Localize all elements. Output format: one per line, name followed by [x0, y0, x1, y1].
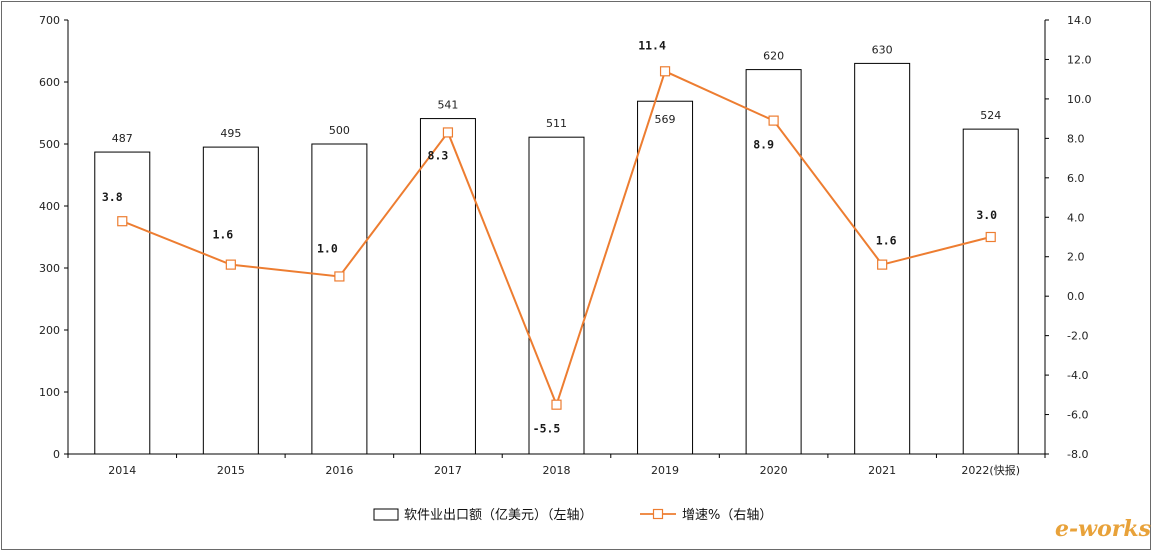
right-axis-tick-label: 14.0	[1067, 14, 1092, 27]
export-value-bar	[637, 100, 694, 455]
left-axis-tick-label: 0	[53, 448, 60, 461]
x-axis-category-label: 2014	[108, 464, 136, 477]
right-axis-tick-label: -2.0	[1067, 330, 1088, 343]
right-axis-tick-label: 6.0	[1067, 172, 1085, 185]
bar-value-label: 500	[329, 124, 350, 137]
right-axis-tick-label: -4.0	[1067, 369, 1088, 382]
legend-bar-swatch	[373, 508, 399, 521]
growth-value-label: 8.3	[428, 148, 449, 162]
x-axis-category-label: 2016	[325, 464, 353, 477]
export-value-bar	[94, 151, 151, 455]
bar-value-label: 569	[655, 113, 676, 126]
growth-point-marker	[225, 259, 236, 270]
growth-point-marker	[551, 399, 562, 410]
growth-point-marker	[442, 127, 454, 138]
right-axis-tick-label: 0.0	[1067, 290, 1085, 303]
x-axis-category-label: 2015	[217, 464, 245, 477]
growth-value-label: 3.0	[976, 208, 997, 222]
growth-value-label: 1.6	[212, 228, 233, 242]
bar-value-label: 524	[980, 109, 1001, 122]
x-axis-category-label: 2018	[543, 464, 571, 477]
export-value-bar	[854, 62, 911, 455]
bar-value-label: 495	[220, 127, 241, 140]
right-axis-tick-label: 4.0	[1067, 211, 1085, 224]
legend-line-marker	[652, 508, 664, 520]
left-axis-tick-label: 100	[39, 386, 60, 399]
left-axis-tick-label: 700	[39, 14, 60, 27]
growth-value-label: -5.5	[533, 422, 561, 436]
x-axis-category-label: 2017	[434, 464, 462, 477]
legend-line-label: 增速%（右轴）	[682, 508, 772, 523]
growth-value-label: 11.4	[638, 38, 666, 52]
left-axis-tick-label: 400	[39, 200, 60, 213]
bar-value-label: 511	[546, 117, 567, 130]
left-axis-tick-label: 600	[39, 76, 60, 89]
bar-value-label: 541	[437, 99, 458, 112]
growth-value-label: 8.9	[753, 138, 774, 152]
growth-line-series	[117, 66, 996, 410]
growth-point-marker	[768, 115, 779, 126]
left-axis-tick-label: 500	[39, 138, 60, 151]
growth-point-marker	[659, 66, 671, 77]
growth-value-label: 3.8	[102, 190, 123, 204]
left-axis-tick-label: 300	[39, 262, 60, 275]
growth-point-marker	[334, 271, 345, 282]
legend: 软件业出口额（亿美元）（左轴） 增速%（右轴）	[373, 508, 772, 523]
right-axis-tick-label: 10.0	[1067, 93, 1092, 106]
export-value-bar	[962, 128, 1019, 455]
x-axis-category-label: 2021	[868, 464, 896, 477]
right-axis-tick-label: 12.0	[1067, 53, 1092, 66]
export-value-bar	[202, 146, 259, 455]
bar-value-label: 620	[763, 50, 784, 63]
left-axis-tick-label: 200	[39, 324, 60, 337]
right-axis-tick-label: -8.0	[1067, 448, 1088, 461]
axes: 0 100 200 300 400 500 600 700 -8.0 -6.0 -4.0 -2.0 0.…	[39, 14, 1092, 477]
export-value-bar	[745, 69, 802, 455]
bar-value-label: 487	[112, 132, 133, 145]
x-axis-category-label: 2020	[760, 464, 788, 477]
bar-series	[94, 62, 1019, 455]
growth-point-marker	[117, 216, 128, 227]
right-axis-tick-label: -6.0	[1067, 409, 1088, 422]
growth-point-marker	[985, 231, 996, 243]
bar-value-label: 630	[872, 43, 893, 56]
export-value-bar	[311, 143, 368, 455]
growth-value-label: 1.6	[876, 234, 897, 248]
legend-bar-label: 软件业出口额（亿美元）（左轴）	[404, 508, 593, 523]
x-axis-category-label: 2022(快报)	[961, 463, 1020, 477]
growth-point-marker	[877, 259, 888, 270]
growth-value-label: 1.0	[317, 241, 338, 255]
right-axis-tick-label: 2.0	[1067, 251, 1085, 264]
growth-value-labels: 3.8 1.6 1.0 8.3 -5.5 11.4 8.9 1.6 3.0	[102, 38, 997, 435]
watermark-logo: e-works	[1055, 516, 1151, 542]
export-value-bar	[419, 118, 476, 455]
x-axis-category-label: 2019	[651, 464, 679, 477]
right-axis-tick-label: 8.0	[1067, 132, 1085, 145]
bar-value-labels: 487 495 500 541 511 569 620 630 524	[112, 43, 1001, 145]
